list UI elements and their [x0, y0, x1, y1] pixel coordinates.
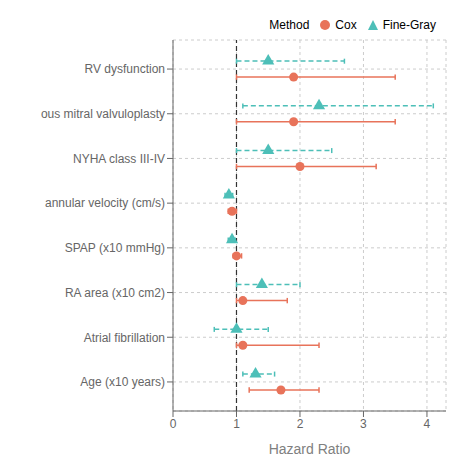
svg-text:NYHA class III-IV: NYHA class III-IV	[73, 152, 165, 166]
svg-text:4: 4	[424, 417, 431, 431]
svg-text:annular velocity (cm/s): annular velocity (cm/s)	[45, 196, 165, 210]
svg-text:Atrial fibrillation: Atrial fibrillation	[84, 331, 165, 345]
svg-text:0: 0	[170, 417, 177, 431]
svg-text:RV dysfunction: RV dysfunction	[85, 62, 166, 76]
html-text:Cox: Cox	[335, 18, 357, 32]
html-text:Fine-Gray: Fine-Gray	[382, 18, 436, 32]
svg-text:ous mitral valvuloplasty: ous mitral valvuloplasty	[41, 107, 165, 121]
svg-text:RA area (x10 cm2): RA area (x10 cm2)	[65, 286, 165, 300]
svg-text:2: 2	[297, 417, 304, 431]
svg-text:1: 1	[233, 417, 240, 431]
svg-text:Hazard Ratio: Hazard Ratio	[269, 441, 351, 457]
svg-text:3: 3	[360, 417, 367, 431]
html-text:Method: Method	[269, 18, 310, 32]
svg-text:Age (x10 years): Age (x10 years)	[80, 375, 165, 389]
svg-text:SPAP (x10 mmHg): SPAP (x10 mmHg)	[65, 241, 165, 255]
